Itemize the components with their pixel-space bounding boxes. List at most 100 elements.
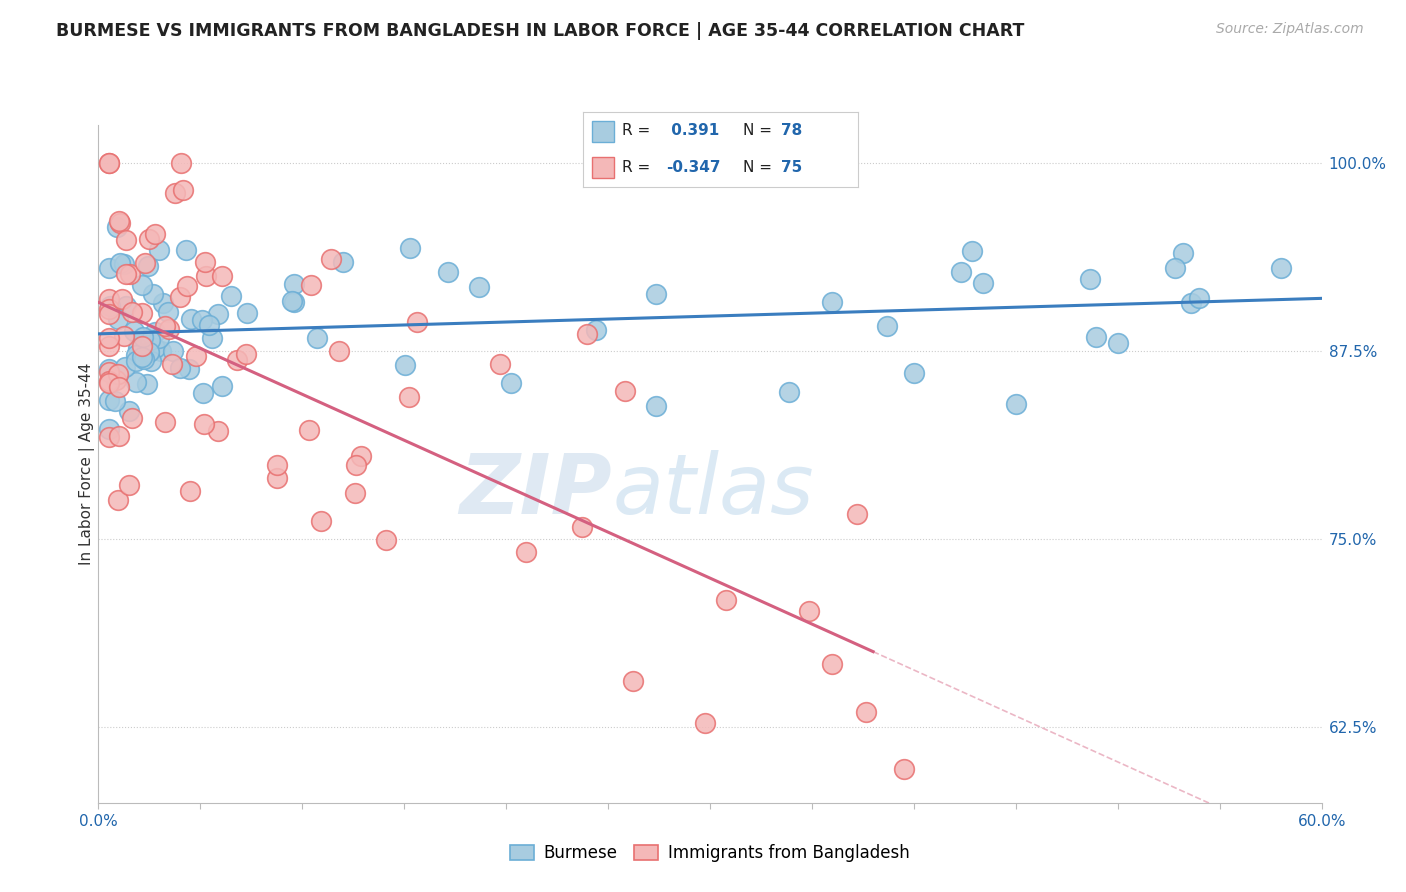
- Point: [177, 362, 200, 376]
- Text: 0.391: 0.391: [666, 123, 718, 138]
- Point: [170, 155, 193, 169]
- Point: [645, 399, 668, 413]
- Point: [298, 423, 321, 437]
- Point: [162, 344, 184, 359]
- Point: [150, 343, 173, 358]
- Point: [174, 243, 197, 257]
- Point: [1085, 329, 1108, 343]
- Point: [169, 361, 191, 376]
- Point: [143, 227, 166, 242]
- Point: [107, 368, 129, 382]
- Point: [115, 233, 138, 247]
- Point: [131, 339, 153, 353]
- Point: [405, 315, 427, 329]
- Point: [855, 706, 877, 720]
- Point: [97, 392, 120, 407]
- Point: [207, 425, 229, 439]
- Point: [131, 351, 153, 365]
- Point: [125, 354, 148, 368]
- Point: [121, 305, 143, 319]
- Point: [107, 214, 129, 228]
- Point: [97, 292, 120, 306]
- Point: [152, 296, 174, 310]
- Point: [107, 380, 129, 394]
- Point: [280, 294, 302, 309]
- Point: [169, 290, 191, 304]
- Point: [105, 219, 128, 234]
- Point: [98, 299, 121, 313]
- Point: [585, 323, 607, 337]
- Point: [112, 257, 135, 271]
- Point: [132, 352, 155, 367]
- Point: [97, 362, 120, 376]
- Point: [148, 331, 170, 345]
- Point: [194, 255, 217, 269]
- Point: [1080, 271, 1102, 285]
- Point: [328, 344, 350, 359]
- Point: [846, 507, 869, 521]
- Point: [97, 422, 120, 436]
- Point: [821, 294, 844, 309]
- Point: [194, 269, 217, 284]
- Point: [97, 366, 120, 380]
- Point: [1107, 336, 1129, 351]
- Point: [515, 545, 537, 559]
- Point: [436, 265, 458, 279]
- Point: [211, 379, 233, 393]
- Text: R =: R =: [621, 123, 650, 138]
- Point: [207, 307, 229, 321]
- Point: [283, 277, 305, 292]
- Text: ZIP: ZIP: [460, 450, 612, 532]
- Legend: Burmese, Immigrants from Bangladesh: Burmese, Immigrants from Bangladesh: [503, 838, 917, 869]
- Point: [115, 268, 138, 282]
- Point: [266, 471, 288, 485]
- Text: N =: N =: [742, 160, 772, 175]
- Point: [621, 674, 644, 689]
- Point: [309, 514, 332, 528]
- Point: [468, 279, 491, 293]
- Point: [305, 331, 328, 345]
- Text: Source: ZipAtlas.com: Source: ZipAtlas.com: [1216, 22, 1364, 37]
- Point: [821, 657, 844, 671]
- Point: [134, 256, 156, 270]
- Point: [488, 357, 510, 371]
- Point: [1004, 396, 1026, 410]
- Text: BURMESE VS IMMIGRANTS FROM BANGLADESH IN LABOR FORCE | AGE 35-44 CORRELATION CHA: BURMESE VS IMMIGRANTS FROM BANGLADESH IN…: [56, 22, 1025, 40]
- Point: [176, 278, 198, 293]
- Point: [394, 358, 416, 372]
- Point: [321, 252, 343, 266]
- Point: [120, 267, 142, 281]
- Point: [97, 155, 120, 169]
- Point: [115, 299, 138, 313]
- Point: [160, 357, 183, 371]
- Point: [1180, 296, 1202, 310]
- Point: [118, 404, 141, 418]
- Point: [645, 287, 668, 301]
- Point: [97, 338, 120, 352]
- Point: [576, 326, 599, 341]
- Point: [108, 429, 131, 443]
- Point: [97, 307, 120, 321]
- Bar: [592, 120, 613, 142]
- Point: [1164, 260, 1187, 275]
- Point: [235, 347, 257, 361]
- Point: [157, 322, 180, 336]
- Point: [143, 341, 166, 355]
- Point: [142, 287, 165, 301]
- Point: [97, 302, 120, 317]
- Text: R =: R =: [621, 160, 650, 175]
- Point: [950, 265, 973, 279]
- Point: [179, 484, 201, 499]
- Point: [155, 415, 177, 429]
- Point: [193, 386, 215, 401]
- Point: [219, 289, 242, 303]
- Point: [332, 254, 354, 268]
- Point: [1270, 260, 1292, 275]
- Point: [193, 417, 215, 432]
- Point: [778, 384, 800, 399]
- Point: [141, 354, 163, 368]
- Point: [136, 260, 159, 274]
- Point: [131, 278, 153, 293]
- Point: [139, 334, 162, 348]
- Point: [197, 318, 219, 332]
